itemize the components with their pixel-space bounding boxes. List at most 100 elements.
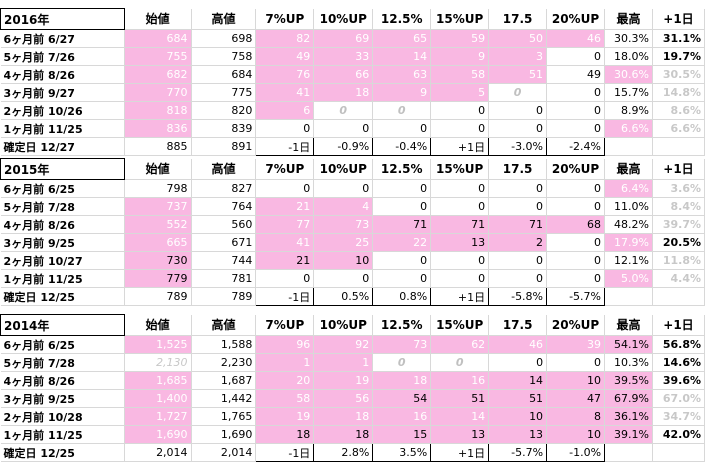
cell[interactable]: 39.7% — [652, 215, 705, 234]
cell[interactable]: 19.7% — [652, 47, 705, 66]
cell[interactable]: -3.0% — [488, 137, 548, 156]
cell[interactable]: 47 — [546, 389, 606, 408]
cell[interactable]: -1日 — [255, 443, 315, 462]
cell[interactable]: 54 — [372, 389, 432, 408]
cell[interactable]: 54.1% — [604, 335, 653, 354]
cell[interactable]: 30.5% — [652, 65, 705, 84]
cell[interactable] — [604, 137, 653, 156]
cell[interactable]: 0 — [430, 119, 490, 138]
cell[interactable]: -0.9% — [313, 137, 374, 156]
cell[interactable]: 33 — [313, 47, 374, 66]
cell[interactable]: 0 — [488, 119, 548, 138]
cell[interactable]: 10.3% — [604, 353, 653, 372]
cell[interactable]: 3 — [488, 47, 548, 66]
cell[interactable] — [652, 443, 705, 462]
cell[interactable]: +1日 — [430, 137, 490, 156]
cell[interactable]: 67.9% — [604, 389, 653, 408]
cell[interactable]: 1 — [313, 353, 374, 372]
cell[interactable]: 10 — [546, 425, 606, 444]
cell[interactable]: 0 — [313, 101, 374, 120]
cell[interactable]: -5.7% — [546, 287, 605, 306]
cell[interactable]: 77 — [255, 215, 315, 234]
cell[interactable]: 65 — [372, 29, 432, 48]
cell[interactable]: 14.8% — [652, 83, 705, 102]
cell[interactable]: 30.6% — [604, 65, 653, 84]
cell[interactable]: 0 — [430, 101, 490, 120]
cell[interactable]: 682 — [124, 65, 192, 84]
cell[interactable]: 17.9% — [604, 233, 653, 252]
cell[interactable]: 744 — [191, 251, 257, 270]
cell[interactable]: 764 — [191, 197, 257, 216]
cell[interactable]: 12.1% — [604, 251, 653, 270]
cell[interactable]: 41 — [255, 83, 315, 102]
cell[interactable]: 20.5% — [652, 233, 705, 252]
cell[interactable]: 82 — [255, 29, 315, 48]
cell[interactable]: 15 — [372, 425, 432, 444]
cell[interactable]: 1,727 — [124, 407, 192, 426]
cell[interactable]: 0 — [546, 353, 606, 372]
cell[interactable]: 18 — [313, 407, 374, 426]
cell[interactable]: 0 — [546, 101, 605, 120]
cell[interactable]: 779 — [124, 269, 192, 288]
cell[interactable]: 0 — [546, 179, 605, 198]
cell[interactable]: 51 — [488, 389, 548, 408]
cell[interactable]: 781 — [191, 269, 257, 288]
cell[interactable]: 3.5% — [372, 443, 432, 462]
cell[interactable]: -2.4% — [546, 137, 605, 156]
cell[interactable]: 0 — [372, 197, 432, 216]
cell[interactable]: 68 — [546, 215, 605, 234]
cell[interactable]: 0.5% — [313, 287, 374, 306]
cell[interactable]: 0 — [313, 119, 374, 138]
cell[interactable]: 0 — [255, 269, 315, 288]
cell[interactable]: 2,130 — [124, 353, 192, 372]
cell[interactable]: 0 — [430, 197, 490, 216]
cell[interactable]: 20 — [255, 371, 315, 390]
cell[interactable]: -1日 — [255, 137, 315, 156]
cell[interactable]: 10 — [546, 371, 606, 390]
cell[interactable]: 16 — [372, 407, 432, 426]
cell[interactable]: 789 — [191, 287, 257, 306]
cell[interactable]: 19 — [313, 371, 374, 390]
cell[interactable]: 73 — [372, 335, 432, 354]
cell[interactable]: 2 — [488, 233, 548, 252]
cell[interactable]: 0 — [372, 119, 432, 138]
cell[interactable]: 39.5% — [604, 371, 653, 390]
cell[interactable]: 39.1% — [604, 425, 653, 444]
cell[interactable] — [604, 287, 653, 306]
cell[interactable]: 552 — [124, 215, 192, 234]
cell[interactable]: 0 — [430, 251, 490, 270]
cell[interactable]: 818 — [124, 101, 192, 120]
cell[interactable]: 836 — [124, 119, 192, 138]
cell[interactable]: 51 — [488, 65, 548, 84]
cell[interactable]: 0 — [372, 353, 432, 372]
cell[interactable]: 96 — [255, 335, 315, 354]
cell[interactable]: 827 — [191, 179, 257, 198]
cell[interactable]: 737 — [124, 197, 192, 216]
cell[interactable]: 730 — [124, 251, 192, 270]
cell[interactable]: 758 — [191, 47, 257, 66]
cell[interactable]: -5.8% — [488, 287, 548, 306]
cell[interactable]: 0 — [546, 47, 605, 66]
cell[interactable]: 885 — [124, 137, 192, 156]
cell[interactable]: 56 — [313, 389, 374, 408]
cell[interactable]: 14 — [488, 371, 548, 390]
cell[interactable]: 9 — [430, 47, 490, 66]
cell[interactable]: 8.6% — [652, 101, 705, 120]
cell[interactable]: 6.4% — [604, 179, 653, 198]
cell[interactable]: 0 — [430, 179, 490, 198]
cell[interactable]: 0 — [430, 353, 490, 372]
cell[interactable]: 1,685 — [124, 371, 192, 390]
cell[interactable]: 0 — [488, 179, 548, 198]
cell[interactable]: 0 — [546, 197, 605, 216]
cell[interactable]: 4.4% — [652, 269, 705, 288]
cell[interactable]: 14 — [372, 47, 432, 66]
cell[interactable]: 31.1% — [652, 29, 705, 48]
cell[interactable]: +1日 — [430, 443, 490, 462]
cell[interactable]: 0 — [372, 269, 432, 288]
cell[interactable]: -1日 — [255, 287, 315, 306]
cell[interactable]: 0 — [546, 119, 605, 138]
cell[interactable]: 0 — [546, 251, 605, 270]
cell[interactable] — [652, 137, 705, 156]
cell[interactable]: 839 — [191, 119, 257, 138]
cell[interactable]: 30.3% — [604, 29, 653, 48]
